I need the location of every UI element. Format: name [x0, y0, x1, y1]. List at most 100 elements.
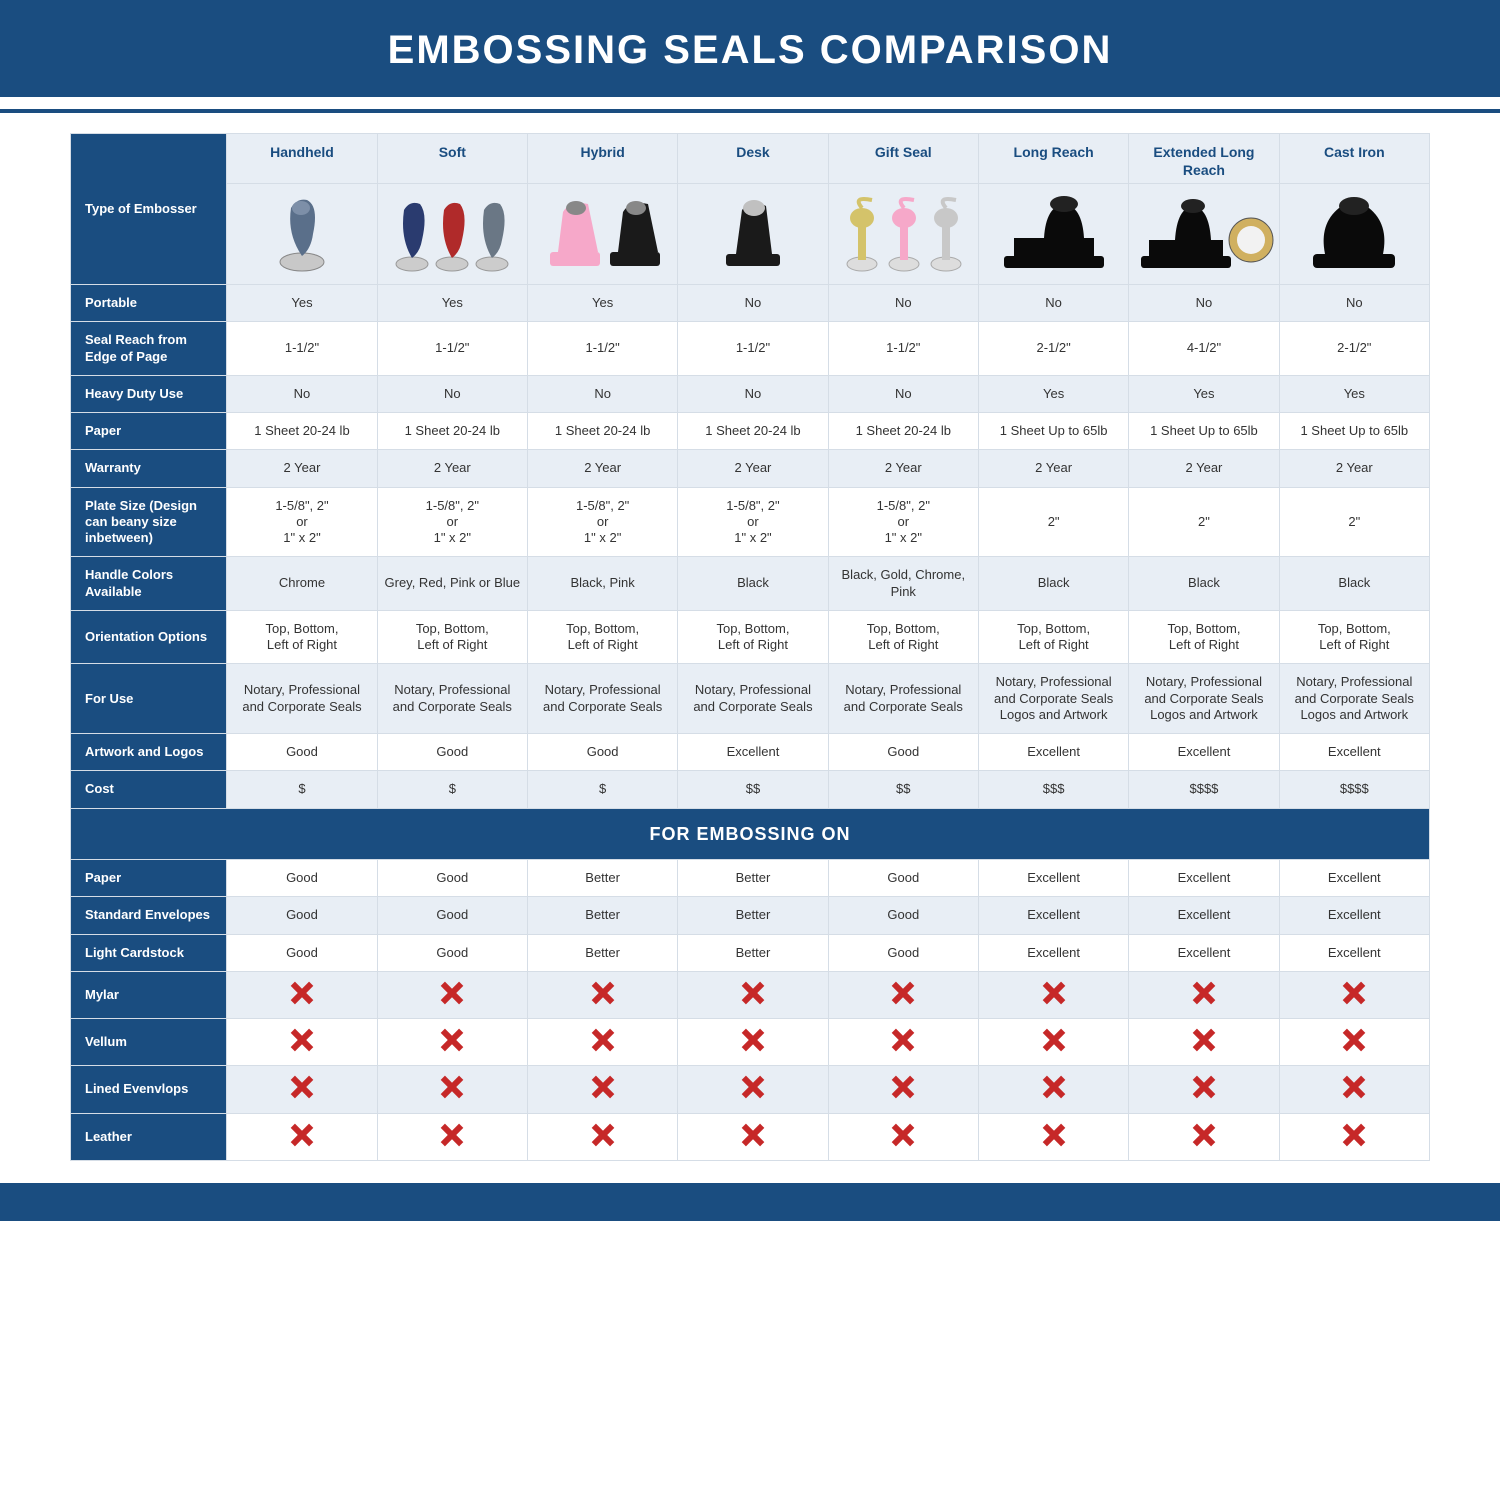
- table-cell: Excellent: [978, 734, 1128, 771]
- table-cell: Black, Gold, Chrome, Pink: [828, 557, 978, 611]
- table-cell: Black: [1129, 557, 1279, 611]
- table-cell: Yes: [377, 285, 527, 322]
- row-label: Leather: [71, 1113, 227, 1160]
- row-label: Vellum: [71, 1019, 227, 1066]
- not-supported-icon: [592, 1124, 614, 1146]
- table-cell: [1279, 1019, 1429, 1066]
- not-supported-icon: [892, 1124, 914, 1146]
- table-cell: Excellent: [978, 897, 1128, 934]
- table-cell: Excellent: [678, 734, 828, 771]
- table-cell: Good: [377, 860, 527, 897]
- row-label: Paper: [71, 413, 227, 450]
- not-supported-icon: [1343, 982, 1365, 1004]
- col-hybrid: Hybrid: [527, 134, 677, 184]
- not-supported-icon: [592, 1076, 614, 1098]
- table-cell: Grey, Red, Pink or Blue: [377, 557, 527, 611]
- table-cell: [377, 1113, 527, 1160]
- row-label: Warranty: [71, 450, 227, 487]
- table-cell: No: [377, 375, 527, 412]
- table-cell: Excellent: [978, 934, 1128, 971]
- table-cell: [1279, 1113, 1429, 1160]
- table-cell: Excellent: [1279, 934, 1429, 971]
- table-cell: Top, Bottom, Left of Right: [227, 610, 377, 664]
- not-supported-icon: [291, 982, 313, 1004]
- table-cell: [828, 1019, 978, 1066]
- table-cell: Top, Bottom, Left of Right: [1279, 610, 1429, 664]
- not-supported-icon: [1193, 982, 1215, 1004]
- table-row: Standard EnvelopesGoodGoodBetterBetterGo…: [71, 897, 1430, 934]
- table-cell: No: [978, 285, 1128, 322]
- table-cell: 1-5/8", 2" or 1" x 2": [227, 487, 377, 557]
- table-cell: Yes: [1279, 375, 1429, 412]
- table-cell: [227, 1019, 377, 1066]
- table-cell: Excellent: [1129, 897, 1279, 934]
- table-cell: Excellent: [1279, 860, 1429, 897]
- table-cell: Notary, Professional and Corporate Seals…: [1129, 664, 1279, 734]
- table-cell: $$$$: [1129, 771, 1279, 808]
- not-supported-icon: [1343, 1029, 1365, 1051]
- not-supported-icon: [291, 1029, 313, 1051]
- table-cell: 2 Year: [1129, 450, 1279, 487]
- row-label: Light Cardstock: [71, 934, 227, 971]
- table-row: Handle Colors AvailableChromeGrey, Red, …: [71, 557, 1430, 611]
- table-cell: Better: [678, 860, 828, 897]
- table-cell: Good: [377, 734, 527, 771]
- table-cell: [978, 971, 1128, 1018]
- table-cell: [527, 1066, 677, 1113]
- table-cell: 1 Sheet Up to 65lb: [1129, 413, 1279, 450]
- table-cell: [227, 1113, 377, 1160]
- table-row: Seal Reach from Edge of Page1-1/2"1-1/2"…: [71, 322, 1430, 376]
- row-label: Plate Size (Design can beany size inbetw…: [71, 487, 227, 557]
- not-supported-icon: [1043, 1029, 1065, 1051]
- table-cell: [527, 1113, 677, 1160]
- table-cell: No: [678, 285, 828, 322]
- table-cell: [1279, 971, 1429, 1018]
- table-cell: Good: [227, 860, 377, 897]
- table-cell: 1-5/8", 2" or 1" x 2": [527, 487, 677, 557]
- comparison-table: Type of Embosser Handheld Soft Hybrid De…: [70, 133, 1430, 1161]
- table-cell: Notary, Professional and Corporate Seals…: [978, 664, 1128, 734]
- table-cell: [527, 1019, 677, 1066]
- table-cell: Notary, Professional and Corporate Seals: [527, 664, 677, 734]
- table-cell: $: [377, 771, 527, 808]
- table-cell: 2 Year: [377, 450, 527, 487]
- table-cell: Notary, Professional and Corporate Seals…: [1279, 664, 1429, 734]
- table-cell: Notary, Professional and Corporate Seals: [227, 664, 377, 734]
- row-label: For Use: [71, 664, 227, 734]
- row-label: Orientation Options: [71, 610, 227, 664]
- table-cell: 2": [1129, 487, 1279, 557]
- table-row: Light CardstockGoodGoodBetterBetterGoodE…: [71, 934, 1430, 971]
- table-cell: 1 Sheet 20-24 lb: [227, 413, 377, 450]
- not-supported-icon: [441, 1076, 463, 1098]
- table-cell: 2 Year: [678, 450, 828, 487]
- table-cell: 1-5/8", 2" or 1" x 2": [377, 487, 527, 557]
- table-cell: 1-1/2": [828, 322, 978, 376]
- col-soft: Soft: [377, 134, 527, 184]
- table-cell: [227, 1066, 377, 1113]
- table-cell: $: [227, 771, 377, 808]
- table-cell: Better: [678, 897, 828, 934]
- table-cell: [1129, 1019, 1279, 1066]
- table-row: Warranty2 Year2 Year2 Year2 Year2 Year2 …: [71, 450, 1430, 487]
- table-cell: 2 Year: [227, 450, 377, 487]
- table-cell: 1 Sheet 20-24 lb: [678, 413, 828, 450]
- table-cell: Top, Bottom, Left of Right: [377, 610, 527, 664]
- row-label: Artwork and Logos: [71, 734, 227, 771]
- table-cell: No: [1279, 285, 1429, 322]
- table-row: Vellum: [71, 1019, 1430, 1066]
- table-cell: Excellent: [978, 860, 1128, 897]
- not-supported-icon: [1193, 1076, 1215, 1098]
- embosser-icon-handheld: [227, 184, 377, 285]
- not-supported-icon: [291, 1076, 313, 1098]
- embosser-icon-gift: [828, 184, 978, 285]
- table-cell: Yes: [978, 375, 1128, 412]
- table-cell: Notary, Professional and Corporate Seals: [678, 664, 828, 734]
- table-row: Cost$$$$$$$$$$$$$$$$$$: [71, 771, 1430, 808]
- embosser-icon-longreach: [978, 184, 1128, 285]
- table-row: PaperGoodGoodBetterBetterGoodExcellentEx…: [71, 860, 1430, 897]
- row-label: Lined Evenvlops: [71, 1066, 227, 1113]
- table-cell: 2": [978, 487, 1128, 557]
- table-cell: Black: [1279, 557, 1429, 611]
- table-cell: Top, Bottom, Left of Right: [978, 610, 1128, 664]
- table-cell: Notary, Professional and Corporate Seals: [377, 664, 527, 734]
